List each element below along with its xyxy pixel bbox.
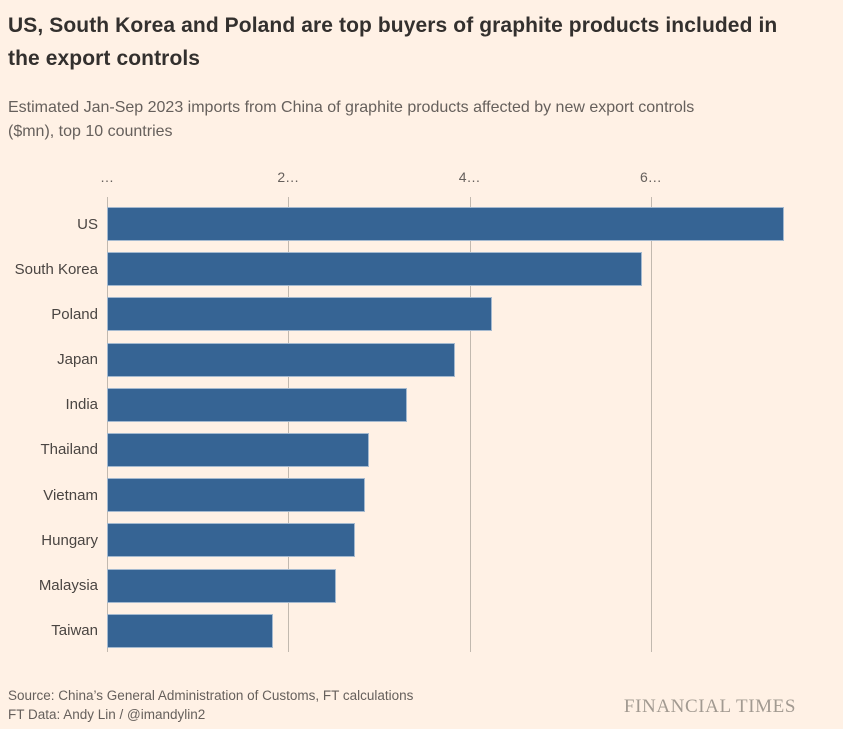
bar [107, 432, 369, 467]
financial-times-logo: FINANCIAL TIMES [623, 696, 796, 717]
chart-title-line2: the export controls [8, 47, 201, 70]
source-line: Source: China’s General Administration o… [8, 688, 414, 703]
source-note: Source: China’s General Administration o… [8, 687, 413, 724]
chart-subtitle-line2: ($mn), top 10 countries [8, 123, 173, 140]
bar-row: India [0, 387, 843, 422]
bar [107, 207, 785, 241]
axis-tick-label: 2… [277, 169, 300, 185]
category-label: Malaysia [38, 577, 98, 594]
category-label: Hungary [41, 531, 98, 549]
bar [107, 342, 456, 377]
bar-row: Hungary [0, 523, 843, 558]
axis-tick-label: 6… [639, 169, 662, 185]
axis-tick-label: 4… [458, 169, 481, 185]
bar-row: Taiwan [0, 613, 843, 648]
gridline [288, 197, 290, 652]
chart-subtitle-line1: Estimated Jan-Sep 2023 imports from Chin… [8, 99, 695, 116]
category-label: Poland [51, 305, 98, 323]
bar-row: Malaysia [0, 568, 843, 603]
category-label: Japan [57, 351, 98, 369]
bar-row: Japan [0, 342, 843, 377]
chart-subtitle: Estimated Jan-Sep 2023 imports from Chin… [8, 96, 818, 144]
category-label: South Korea [14, 260, 98, 278]
category-label: Thailand [40, 441, 98, 459]
bar [107, 613, 273, 648]
gridline [469, 197, 471, 652]
bar-rows: US South Korea Poland Japan India Thaila… [0, 207, 843, 648]
bar [107, 387, 408, 422]
category-label: Vietnam [43, 486, 98, 504]
category-label: Taiwan [51, 622, 98, 640]
bar [107, 252, 642, 287]
bar-row: Vietnam [0, 478, 843, 513]
bar-row: US [0, 207, 843, 241]
bar-row: South Korea [0, 252, 843, 287]
bar-row: Poland [0, 297, 843, 332]
bar-row: Thailand [0, 432, 843, 467]
bar [107, 297, 493, 332]
axis-tick-label: … [100, 169, 114, 185]
bar [107, 478, 366, 513]
gridline [107, 197, 108, 652]
category-label: US [77, 215, 98, 233]
bar [107, 568, 337, 603]
ft-data-credit-line: FT Data: Andy Lin / @imandylin2 [8, 706, 206, 722]
category-label: India [65, 396, 98, 414]
gridline [650, 197, 652, 652]
chart-title-line1: US, South Korea and Poland are top buyer… [8, 14, 778, 37]
bar [107, 523, 356, 558]
chart-title: US, South Korea and Poland are top buyer… [8, 9, 818, 75]
